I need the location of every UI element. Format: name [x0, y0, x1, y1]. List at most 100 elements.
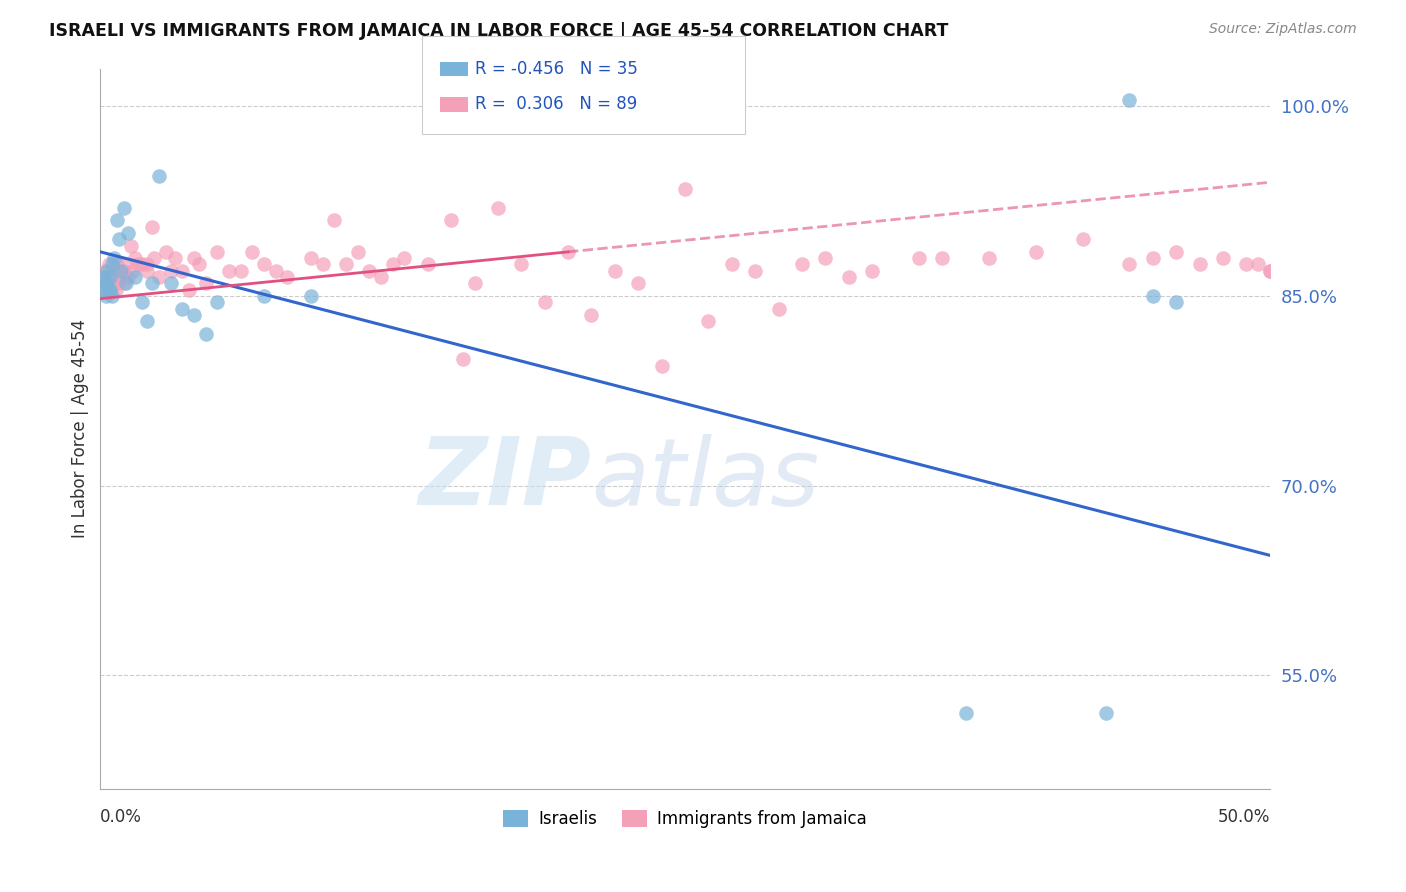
Point [627, 277, 650, 291]
Text: 50.0%: 50.0% [1218, 808, 1270, 826]
Text: R =  0.306   N = 89: R = 0.306 N = 89 [475, 95, 637, 113]
Point [96, 264, 118, 278]
Point [510, 258, 533, 272]
Point [1142, 289, 1164, 303]
Point [744, 264, 766, 278]
Point [370, 270, 392, 285]
Point [673, 181, 696, 195]
Point [183, 251, 205, 265]
Point [790, 258, 813, 272]
Point [207, 244, 229, 259]
Y-axis label: In Labor Force | Age 45-54: In Labor Force | Age 45-54 [72, 319, 89, 539]
Point [108, 232, 131, 246]
Point [183, 308, 205, 322]
Point [98, 270, 121, 285]
Point [1118, 258, 1140, 272]
Point [451, 352, 474, 367]
Point [416, 258, 439, 272]
Point [581, 308, 603, 322]
Point [335, 258, 357, 272]
Text: ZIP: ZIP [419, 434, 592, 525]
Point [96, 277, 118, 291]
Point [136, 258, 159, 272]
Point [486, 201, 509, 215]
Point [218, 264, 240, 278]
Point [229, 264, 252, 278]
Point [207, 295, 229, 310]
Point [122, 264, 145, 278]
Point [105, 213, 128, 227]
Point [440, 213, 463, 227]
Point [179, 283, 201, 297]
Point [94, 277, 117, 291]
Point [172, 301, 194, 316]
Point [1071, 232, 1094, 246]
Point [131, 258, 153, 272]
Point [120, 238, 142, 252]
Point [103, 264, 125, 278]
Point [299, 289, 322, 303]
Point [103, 277, 125, 291]
Point [93, 283, 115, 297]
Point [1234, 258, 1257, 272]
Point [100, 283, 122, 297]
Point [112, 201, 135, 215]
Point [253, 289, 276, 303]
Point [141, 277, 163, 291]
Point [1212, 251, 1234, 265]
Point [533, 295, 555, 310]
Point [131, 295, 153, 310]
Point [136, 264, 159, 278]
Point [108, 264, 131, 278]
Point [115, 258, 138, 272]
Point [141, 219, 163, 234]
Point [148, 169, 170, 183]
Point [1258, 264, 1281, 278]
Point [381, 258, 404, 272]
Point [96, 289, 118, 303]
Point [697, 314, 720, 328]
Point [1142, 251, 1164, 265]
Point [97, 258, 120, 272]
Point [814, 251, 837, 265]
Point [105, 258, 128, 272]
Point [143, 251, 166, 265]
Point [651, 359, 673, 373]
Point [977, 251, 1000, 265]
Point [93, 283, 115, 297]
Point [311, 258, 333, 272]
Point [124, 270, 146, 285]
Point [104, 283, 127, 297]
Point [1118, 93, 1140, 107]
Point [323, 213, 346, 227]
Point [240, 244, 263, 259]
Point [838, 270, 860, 285]
Point [931, 251, 953, 265]
Point [264, 264, 287, 278]
Text: R = -0.456   N = 35: R = -0.456 N = 35 [475, 60, 638, 78]
Text: ISRAELI VS IMMIGRANTS FROM JAMAICA IN LABOR FORCE | AGE 45-54 CORRELATION CHART: ISRAELI VS IMMIGRANTS FROM JAMAICA IN LA… [49, 22, 949, 40]
Point [124, 251, 146, 265]
Point [394, 251, 416, 265]
Point [1247, 258, 1270, 272]
Point [1095, 706, 1118, 721]
Point [112, 264, 135, 278]
Text: Source: ZipAtlas.com: Source: ZipAtlas.com [1209, 22, 1357, 37]
Point [103, 251, 125, 265]
Point [1025, 244, 1047, 259]
Point [860, 264, 883, 278]
Point [155, 244, 177, 259]
Point [908, 251, 931, 265]
Point [115, 277, 138, 291]
Point [96, 270, 118, 285]
Point [194, 277, 217, 291]
Text: atlas: atlas [592, 434, 820, 524]
Point [253, 258, 276, 272]
Point [97, 283, 120, 297]
Point [96, 277, 118, 291]
Point [107, 277, 129, 291]
Point [299, 251, 322, 265]
Point [112, 277, 135, 291]
Point [1188, 258, 1211, 272]
Point [346, 244, 368, 259]
